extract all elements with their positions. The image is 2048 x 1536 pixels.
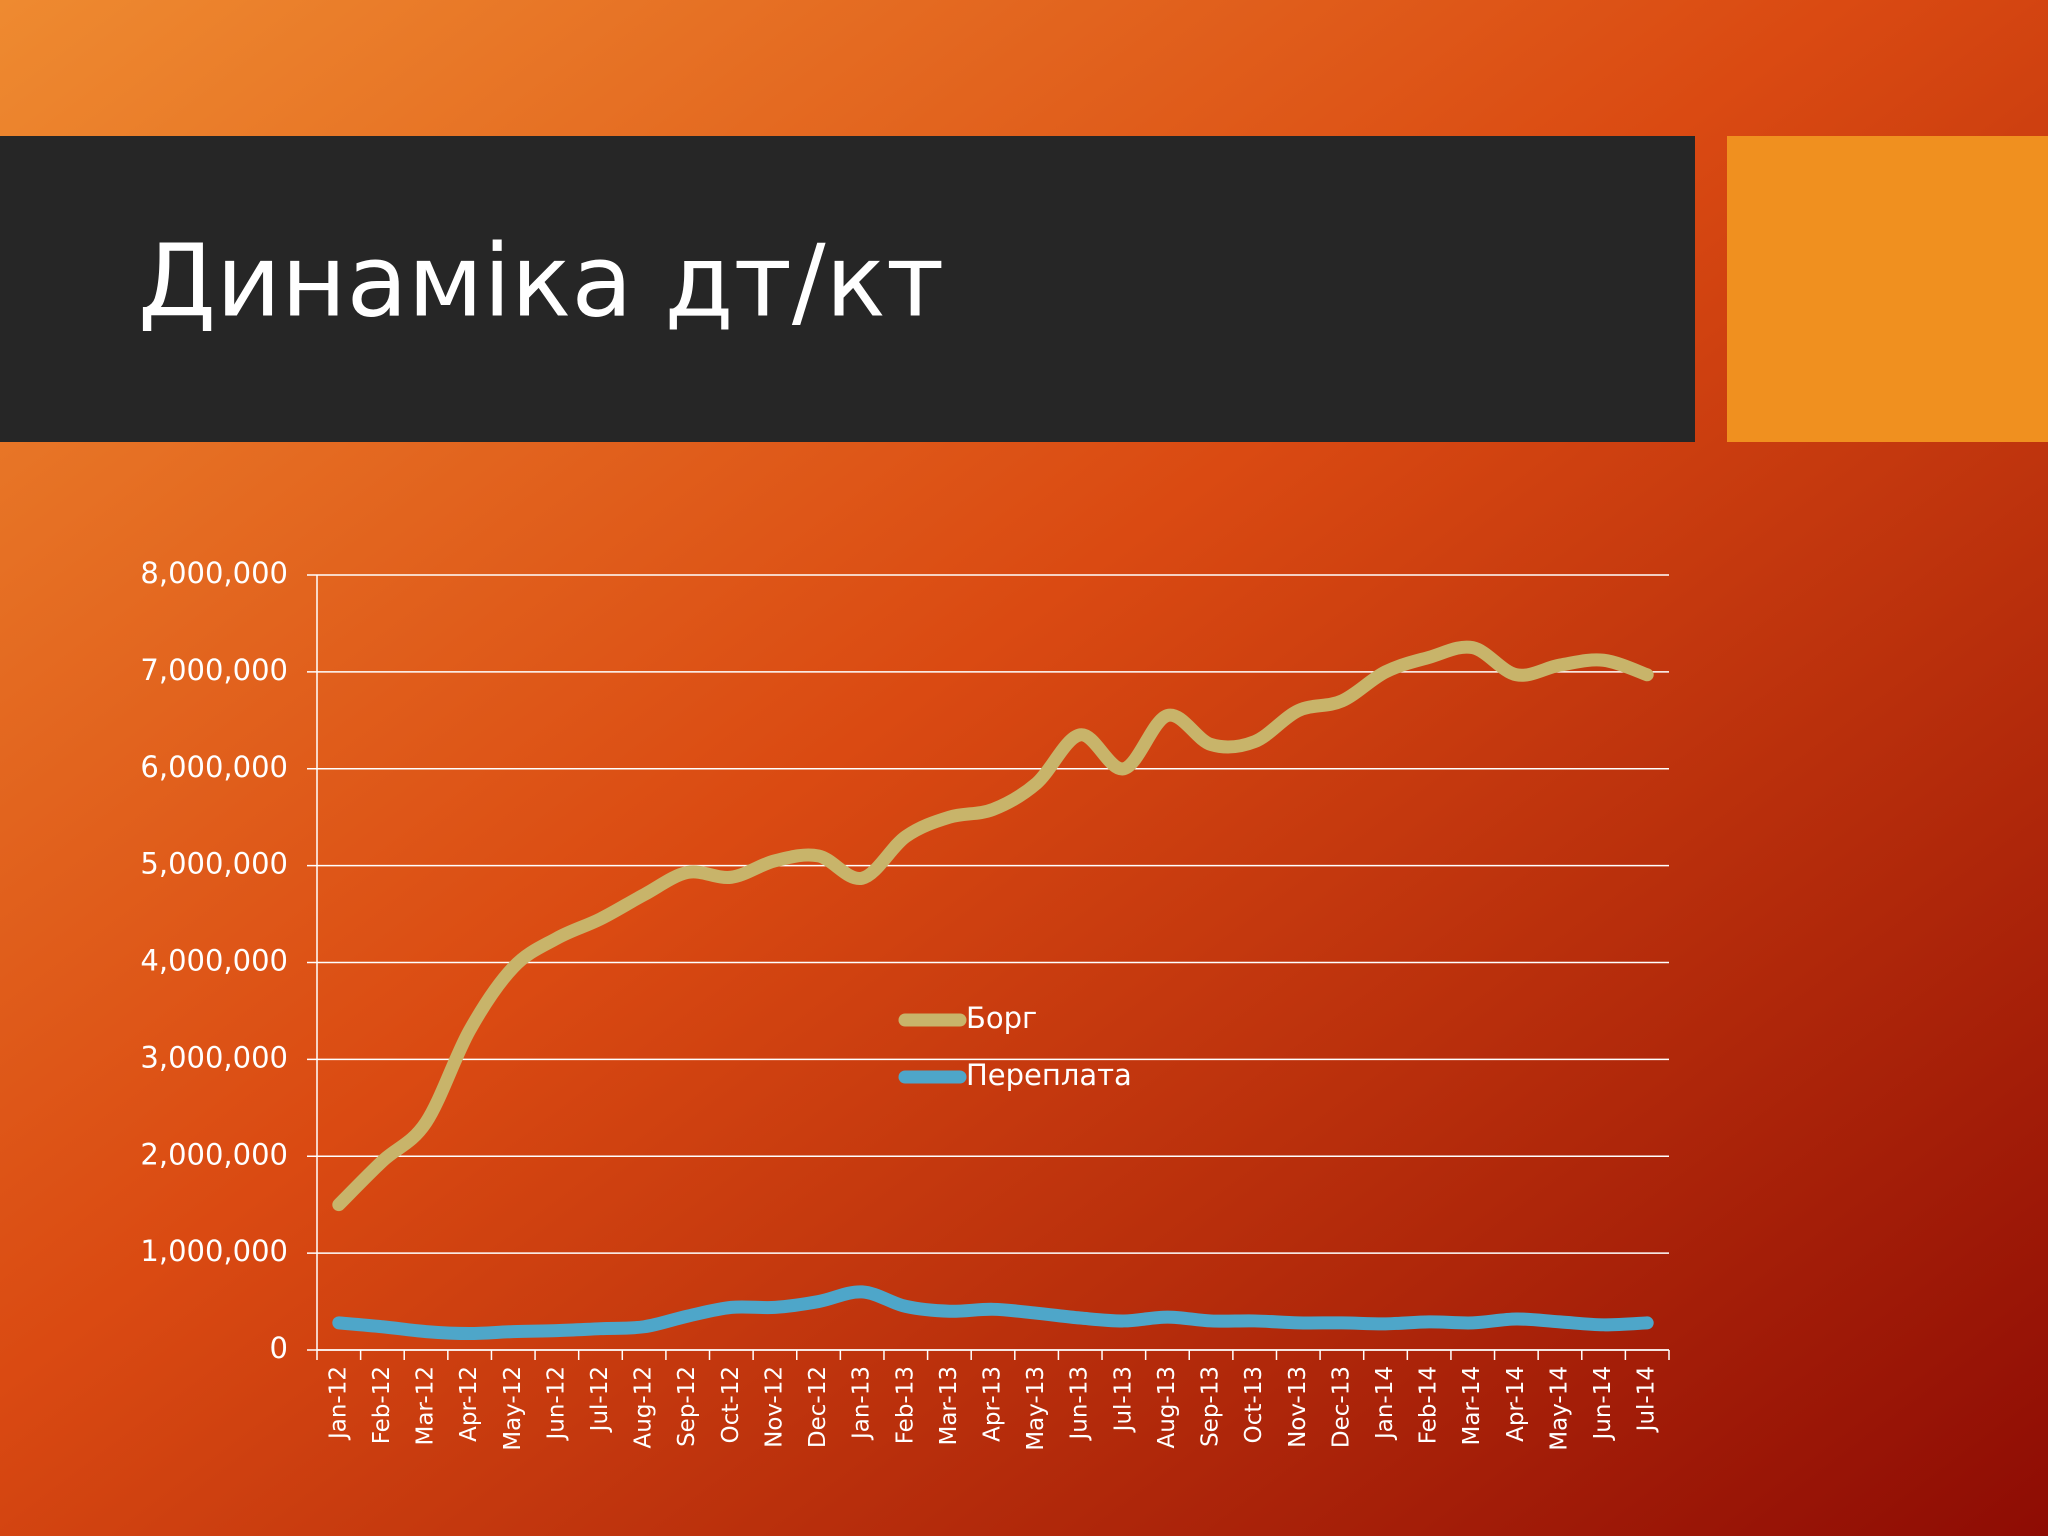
x-tick-label: Feb-12 xyxy=(369,1366,395,1444)
x-tick-label: Jan-12 xyxy=(325,1366,351,1441)
x-tick-label: Jun-12 xyxy=(543,1366,569,1442)
y-tick-label: 0 xyxy=(270,1331,288,1365)
x-tick-label: Aug-12 xyxy=(631,1366,657,1448)
x-tick-label: Nov-13 xyxy=(1285,1366,1311,1448)
x-tick-label: Feb-14 xyxy=(1416,1366,1442,1444)
x-tick-label: May-14 xyxy=(1546,1366,1572,1451)
y-tick-label: 8,000,000 xyxy=(140,556,288,590)
x-tick-label: Oct-13 xyxy=(1241,1366,1267,1443)
x-tick-label: May-13 xyxy=(1023,1366,1049,1451)
title-bar xyxy=(0,136,1695,442)
y-tick-label: 5,000,000 xyxy=(140,847,288,881)
x-tick-label: May-12 xyxy=(500,1366,526,1451)
legend-label: Борг xyxy=(966,1001,1037,1035)
x-tick-label: Jan-13 xyxy=(849,1366,875,1441)
line-series xyxy=(332,640,1654,1212)
x-tick-label: Apr-14 xyxy=(1503,1366,1529,1442)
y-tick-label: 2,000,000 xyxy=(140,1137,288,1171)
line-series xyxy=(332,1285,1654,1341)
x-tick-label: Sep-13 xyxy=(1198,1366,1224,1447)
x-tick-label: Sep-12 xyxy=(674,1366,700,1447)
x-tick-label: Aug-13 xyxy=(1154,1366,1180,1448)
x-tick-label: Jan-14 xyxy=(1372,1366,1398,1441)
x-tick-label: Apr-13 xyxy=(980,1366,1006,1442)
x-tick-label: Mar-14 xyxy=(1459,1366,1485,1446)
x-tick-label: Jul-12 xyxy=(587,1366,613,1433)
x-tick-label: Jun-13 xyxy=(1067,1366,1093,1442)
y-tick-label: 7,000,000 xyxy=(140,653,288,687)
x-tick-label: Feb-13 xyxy=(892,1366,918,1444)
x-tick-label: Jul-14 xyxy=(1634,1366,1660,1433)
accent-box xyxy=(1727,136,2048,442)
x-tick-label: Mar-12 xyxy=(413,1366,439,1446)
y-tick-label: 3,000,000 xyxy=(140,1040,288,1074)
x-tick-label: Nov-12 xyxy=(761,1366,787,1448)
x-tick-label: Apr-12 xyxy=(456,1366,482,1442)
x-tick-label: Jul-13 xyxy=(1110,1366,1136,1433)
y-tick-label: 1,000,000 xyxy=(140,1234,288,1268)
chart-title: Динаміка дт/кт xyxy=(138,222,944,339)
x-tick-label: Mar-13 xyxy=(936,1366,962,1446)
legend-label: Переплата xyxy=(966,1058,1132,1092)
x-tick-label: Jun-14 xyxy=(1590,1366,1616,1442)
y-tick-label: 4,000,000 xyxy=(140,944,288,978)
x-tick-label: Dec-13 xyxy=(1328,1366,1354,1448)
x-tick-label: Oct-12 xyxy=(718,1366,744,1443)
y-tick-label: 6,000,000 xyxy=(140,750,288,784)
x-tick-label: Dec-12 xyxy=(805,1366,831,1448)
